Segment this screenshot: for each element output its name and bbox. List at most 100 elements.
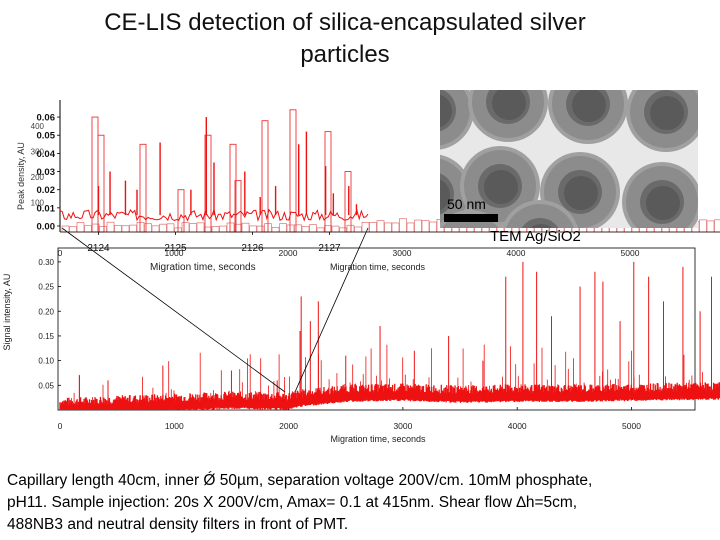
- inset-background-bar: [106, 221, 115, 233]
- main-y-tick-label: 0.10: [38, 357, 54, 366]
- title-line-2: particles: [300, 41, 390, 68]
- slide-caption: Capillary length 40cm, inner Ǿ 50µm, sep…: [7, 470, 713, 536]
- main-electropherogram: 0.05 0.10 0.15 0.20 0.25 0.30 0 1000 2000 3000 40…: [2, 247, 720, 444]
- inset-xlabel-outer: Migration time, seconds: [330, 262, 426, 272]
- inset-background-bar: [84, 225, 92, 233]
- inset-background-bar: [114, 225, 122, 233]
- inset-x-tick-label: 2127: [318, 243, 341, 254]
- main-minor-spikes: [71, 344, 706, 408]
- inset-background-bar: [279, 223, 287, 233]
- inset-y-ghost-label: 200: [31, 173, 45, 182]
- inset-y-ghost-label: 100: [31, 198, 45, 207]
- main-x-tick-label: 5000: [622, 421, 641, 431]
- inset-background-bar: [324, 225, 332, 233]
- main-y-tick-label: 0.25: [38, 283, 54, 292]
- tem-image: [440, 90, 698, 228]
- inset-x-ticks: 2124 2125 2126 2127 0 1000 2000 3000 4000 5000: [58, 232, 640, 258]
- inset-outer-x-tick-label: 3000: [393, 248, 412, 258]
- inset-background-bar: [331, 225, 340, 233]
- inset-background-bar: [129, 224, 137, 233]
- zoom-connector-right: [294, 227, 369, 393]
- main-x-ticks: 0 1000 2000 3000 4000 5000: [58, 407, 641, 431]
- main-x-tick-label: 0: [58, 421, 63, 431]
- inset-x-tick-label: 2126: [241, 243, 264, 254]
- inset-background-bar: [189, 223, 197, 233]
- tem-caption: TEM Ag/SiO2: [490, 228, 581, 245]
- inset-background-bar: [136, 221, 145, 233]
- main-plot-frame: [57, 247, 696, 411]
- inset-background-bar: [706, 220, 715, 233]
- inset-background-bar: [346, 224, 355, 233]
- inset-background-bar: [339, 227, 347, 233]
- inset-background-bar: [369, 222, 377, 233]
- inset-outline-bar: [91, 116, 99, 233]
- inset-background-bar: [181, 222, 190, 233]
- inset-background-bar: [316, 227, 325, 233]
- main-x-tick-label: 3000: [393, 421, 412, 431]
- inset-background-bar: [249, 225, 257, 233]
- inset-y-ghost-label: 300: [31, 148, 45, 157]
- inset-background-bar: [219, 225, 227, 233]
- inset-y-tick-label: 0.05: [37, 131, 56, 142]
- main-y-tick-label: 0.30: [38, 258, 54, 267]
- inset-outer-x-tick-label: 4000: [507, 248, 526, 258]
- main-baseline-noise: [59, 382, 720, 410]
- inset-background-bar: [429, 221, 437, 233]
- inset-background-bar: [361, 222, 370, 233]
- inset-background-bar: [699, 219, 707, 233]
- main-xlabel: Migration time, seconds: [330, 434, 426, 444]
- inset-background-bar: [354, 226, 362, 233]
- inset-x-tick-label: 2124: [87, 243, 110, 254]
- inset-background-bar: [226, 222, 235, 233]
- inset-background-bar: [76, 222, 85, 233]
- inset-background-bar: [99, 226, 107, 233]
- inset-background-bar: [376, 220, 385, 233]
- tem-scale-label: 50 nm: [447, 196, 486, 212]
- inset-background-bar: [391, 222, 400, 233]
- inset-background-bar: [69, 226, 77, 233]
- inset-y-tick-label: 0.01: [37, 203, 56, 214]
- inset-y-tick-label: 0.06: [37, 113, 56, 124]
- inset-background-bar: [301, 225, 310, 233]
- inset-outer-x-tick-label: 2000: [279, 248, 298, 258]
- inset-y-ghost-label: 400: [31, 122, 45, 131]
- inset-ylabel: Peak density, AU: [16, 142, 26, 210]
- inset-background-bar: [399, 218, 407, 233]
- main-y-tick-label: 0.20: [38, 307, 54, 316]
- inset-background-bar: [166, 223, 175, 233]
- main-x-tick-label: 4000: [508, 421, 527, 431]
- inset-y-ticks: 0.06 0.05 0.04 0.03 0.02 0.01 0.00 400 300 200 100: [31, 113, 60, 233]
- inset-background-bar: [421, 220, 430, 233]
- inset-background-bar: [286, 224, 295, 233]
- main-ylabel: Signal intensity, AU: [2, 274, 12, 351]
- inset-outer-x-tick-label: 0: [58, 248, 63, 258]
- tem-scale-bar: [444, 214, 498, 222]
- inset-y-tick-label: 0.02: [37, 185, 56, 196]
- inset-background-bar: [241, 222, 250, 233]
- inset-background-bar: [406, 222, 415, 233]
- caption-line-1: Capillary length 40cm, inner Ǿ 50µm, sep…: [7, 472, 593, 489]
- inset-y-tick-label: 0.04: [37, 149, 56, 160]
- inset-background-bar: [196, 222, 205, 233]
- inset-outer-x-tick-label: 1000: [165, 248, 184, 258]
- main-trace: [59, 261, 720, 410]
- inset-outline-bar: [177, 189, 185, 233]
- inset-outline-bar: [344, 171, 352, 233]
- caption-line-2: pH11. Sample injection: 20s X 200V/cm, A…: [7, 494, 578, 511]
- main-y-tick-label: 0.05: [38, 381, 54, 390]
- inset-xlabel-inner: Migration time, seconds: [150, 262, 256, 273]
- main-y-ticks: 0.05 0.10 0.15 0.20 0.25 0.30: [38, 258, 61, 390]
- inset-background-bar: [294, 224, 302, 233]
- inset-background-bar: [714, 219, 720, 233]
- inset-background-bar: [159, 223, 167, 233]
- inset-background-bar: [151, 225, 160, 233]
- inset-y-tick-label: 0.00: [37, 222, 56, 233]
- title-line-1: CE-LIS detection of silica-encapsulated …: [104, 9, 586, 36]
- inset-x-tick-label: 2125: [164, 243, 187, 254]
- inset-background-bar: [121, 225, 130, 233]
- inset-trace: [59, 117, 369, 222]
- inset-background-bar: [309, 224, 317, 233]
- tem-micrograph: [440, 90, 698, 228]
- inset-background-bar: [414, 219, 422, 233]
- main-x-tick-label: 2000: [279, 421, 298, 431]
